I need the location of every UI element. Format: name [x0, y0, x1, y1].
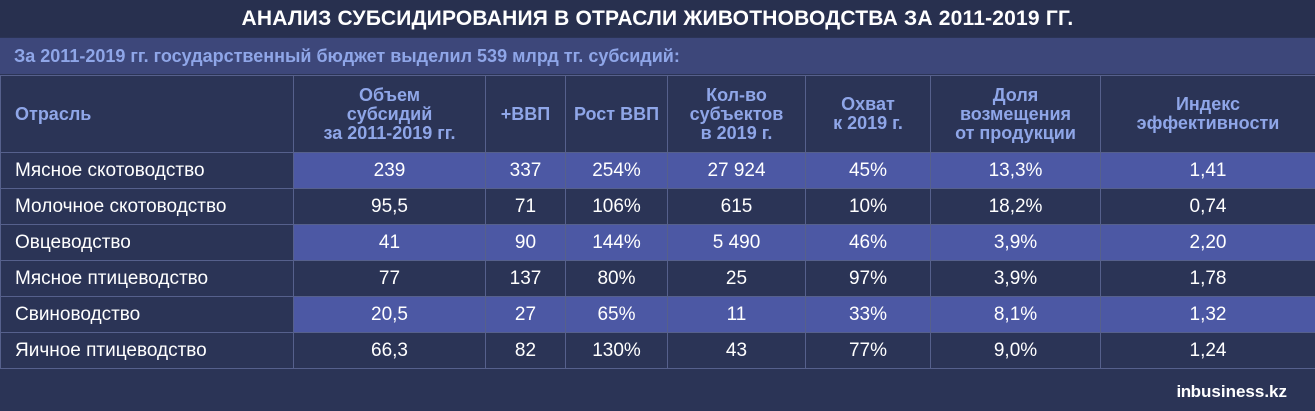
header-line: от продукции [955, 122, 1076, 143]
subsidy-table: Отрасль Объем субсидий за 2011-2019 гг. … [0, 75, 1315, 369]
cell-efficiency-index: 1,78 [1100, 260, 1315, 297]
cell-subjects-count: 11 [667, 296, 806, 333]
table-row: Молочное скотоводство 95,5 71 106% 615 1… [0, 188, 1315, 225]
cell-reimbursement-share: 3,9% [930, 260, 1101, 297]
cell-subsidy-volume: 239 [293, 152, 486, 189]
cell-reimbursement-share: 13,3% [930, 152, 1101, 189]
header-line: субсидий [346, 103, 433, 124]
header-line: +ВВП [500, 103, 551, 124]
cell-reimbursement-share: 3,9% [930, 224, 1101, 261]
table-row: Мясное птицеводство 77 137 80% 25 97% 3,… [0, 260, 1315, 297]
cell-efficiency-index: 2,20 [1100, 224, 1315, 261]
header-reimbursement-share: Доля возмещения от продукции [930, 75, 1101, 153]
cell-industry: Мясное скотоводство [0, 152, 294, 189]
header-gdp-growth: Рост ВВП [565, 75, 668, 153]
header-line: Объем [358, 84, 421, 105]
cell-reimbursement-share: 18,2% [930, 188, 1101, 225]
cell-gdp-plus: 337 [485, 152, 566, 189]
cell-reimbursement-share: 8,1% [930, 296, 1101, 333]
header-coverage: Охват к 2019 г. [805, 75, 931, 153]
header-line: эффективности [1136, 113, 1280, 133]
page-title: АНАЛИЗ СУБСИДИРОВАНИЯ В ОТРАСЛИ ЖИВОТНОВ… [0, 0, 1315, 37]
cell-gdp-growth: 65% [565, 296, 668, 333]
cell-gdp-plus: 90 [485, 224, 566, 261]
page-subtitle: За 2011-2019 гг. государственный бюджет … [0, 38, 1315, 74]
cell-subsidy-volume: 20,5 [293, 296, 486, 333]
cell-subsidy-volume: 41 [293, 224, 486, 261]
header-line: в 2019 г. [700, 122, 773, 143]
logo-rest: business.kz [1190, 382, 1287, 401]
table-row: Мясное скотоводство 239 337 254% 27 924 … [0, 152, 1315, 189]
header-line: Кол-во [706, 84, 767, 105]
cell-subjects-count: 615 [667, 188, 806, 225]
cell-industry: Свиноводство [0, 296, 294, 333]
cell-gdp-plus: 82 [485, 332, 566, 369]
header-efficiency-index: Индекс эффективности [1100, 75, 1315, 153]
cell-subsidy-volume: 95,5 [293, 188, 486, 225]
header-line: Охват [841, 94, 895, 114]
cell-gdp-plus: 27 [485, 296, 566, 333]
cell-industry: Яичное птицеводство [0, 332, 294, 369]
cell-subjects-count: 25 [667, 260, 806, 297]
cell-reimbursement-share: 9,0% [930, 332, 1101, 369]
cell-coverage: 77% [805, 332, 931, 369]
cell-subjects-count: 27 924 [667, 152, 806, 189]
cell-coverage: 45% [805, 152, 931, 189]
cell-industry: Овцеводство [0, 224, 294, 261]
cell-gdp-growth: 130% [565, 332, 668, 369]
header-line: к 2019 г. [833, 113, 903, 133]
cell-gdp-growth: 106% [565, 188, 668, 225]
cell-subjects-count: 5 490 [667, 224, 806, 261]
header-subsidy-volume: Объем субсидий за 2011-2019 гг. [293, 75, 486, 153]
cell-subjects-count: 43 [667, 332, 806, 369]
cell-efficiency-index: 1,32 [1100, 296, 1315, 333]
table-row: Яичное птицеводство 66,3 82 130% 43 77% … [0, 332, 1315, 369]
cell-coverage: 46% [805, 224, 931, 261]
cell-subsidy-volume: 77 [293, 260, 486, 297]
header-line: возмещения [959, 103, 1072, 124]
header-line: Доля [992, 84, 1039, 105]
header-subjects-count: Кол-во субъектов в 2019 г. [667, 75, 806, 153]
cell-gdp-growth: 144% [565, 224, 668, 261]
cell-industry: Молочное скотоводство [0, 188, 294, 225]
logo-prefix: in [1176, 382, 1192, 401]
header-line: Индекс [1175, 94, 1241, 114]
header-line: субъектов [689, 103, 784, 124]
inbusiness-logo: in business.kz [1177, 382, 1287, 402]
cell-gdp-plus: 137 [485, 260, 566, 297]
cell-gdp-growth: 254% [565, 152, 668, 189]
cell-gdp-plus: 71 [485, 188, 566, 225]
cell-efficiency-index: 1,24 [1100, 332, 1315, 369]
cell-coverage: 97% [805, 260, 931, 297]
cell-efficiency-index: 1,41 [1100, 152, 1315, 189]
header-gdp-plus: +ВВП [485, 75, 566, 153]
table-row: Овцеводство 41 90 144% 5 490 46% 3,9% 2,… [0, 224, 1315, 261]
cell-industry: Мясное птицеводство [0, 260, 294, 297]
table-row: Свиноводство 20,5 27 65% 11 33% 8,1% 1,3… [0, 296, 1315, 333]
table-header-row: Отрасль Объем субсидий за 2011-2019 гг. … [0, 75, 1315, 153]
cell-subsidy-volume: 66,3 [293, 332, 486, 369]
header-line: Рост ВВП [573, 103, 660, 124]
cell-efficiency-index: 0,74 [1100, 188, 1315, 225]
header-line: за 2011-2019 гг. [323, 122, 456, 143]
cell-gdp-growth: 80% [565, 260, 668, 297]
cell-coverage: 10% [805, 188, 931, 225]
header-line: Отрасль [15, 103, 92, 124]
cell-coverage: 33% [805, 296, 931, 333]
header-industry: Отрасль [0, 75, 294, 153]
